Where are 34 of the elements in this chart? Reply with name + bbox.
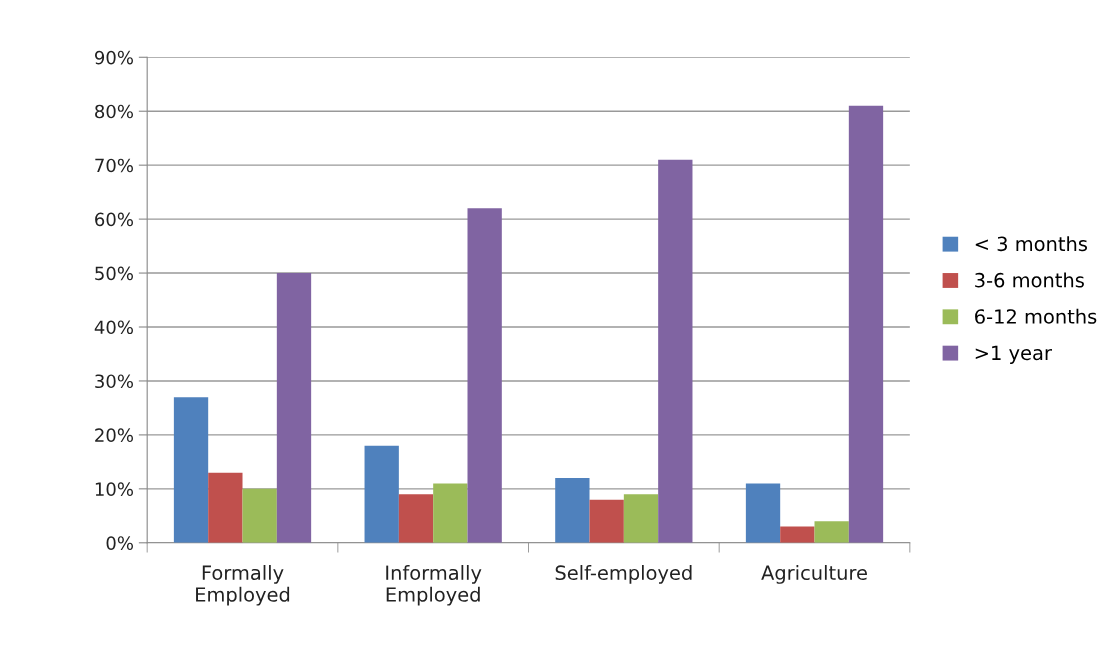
bar [848, 105, 884, 543]
x-tick-label: Formally Employed [196, 565, 290, 606]
bar [589, 499, 624, 543]
bar [242, 488, 277, 543]
bar [658, 159, 693, 543]
y-tick-label: 30% [95, 374, 133, 389]
y-tick-label: 40% [94, 320, 133, 335]
x-tick-label: Agriculture [761, 565, 867, 584]
bar [364, 445, 399, 543]
y-tick-label: 60% [95, 212, 133, 227]
bar [814, 521, 849, 543]
y-tick-label: 10% [95, 482, 133, 496]
y-tick-label: 90% [94, 50, 133, 65]
y-tick-label: 20% [95, 428, 133, 443]
bar [398, 494, 434, 543]
bar [173, 397, 209, 543]
bar [745, 483, 781, 543]
y-tick-label: 50% [95, 266, 133, 281]
y-tick-label: 70% [95, 158, 133, 173]
bar [433, 483, 468, 543]
bar [623, 494, 659, 543]
y-tick-label: 0% [106, 536, 133, 550]
legend-label: < 3 months [975, 236, 1088, 252]
y-tick-label: 80% [95, 104, 133, 119]
bar [780, 526, 815, 543]
legend-label: 3-6 months [975, 272, 1084, 288]
bar [467, 208, 502, 543]
x-tick-label: Self-employed [555, 565, 692, 584]
bar [276, 273, 312, 543]
x-tick-label: Informally Employed [386, 565, 482, 606]
bar [208, 472, 243, 543]
legend-label: >1 year [975, 345, 1052, 364]
legend-label: 6-12 months [975, 308, 1097, 324]
bar [555, 478, 590, 543]
